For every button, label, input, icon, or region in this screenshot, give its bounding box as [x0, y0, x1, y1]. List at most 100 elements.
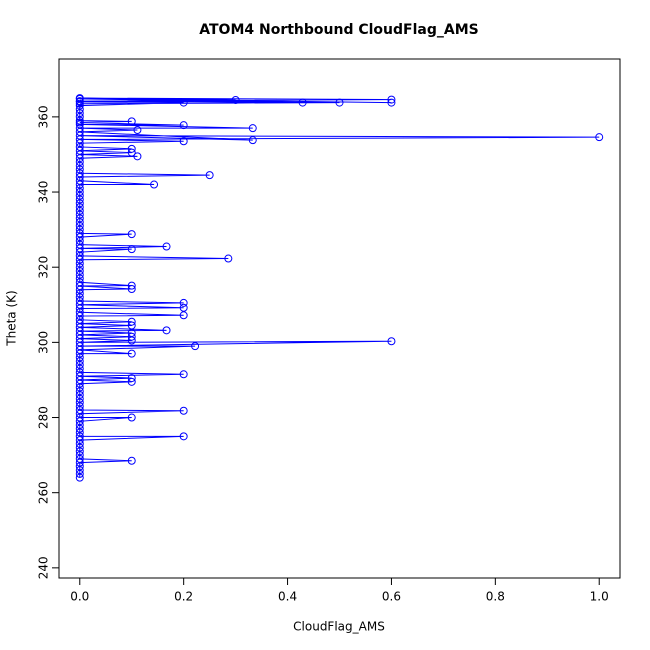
point	[75, 203, 84, 212]
point	[75, 466, 84, 475]
point	[127, 374, 136, 383]
point	[75, 244, 84, 253]
point	[75, 342, 84, 351]
point	[75, 229, 84, 238]
point	[127, 281, 136, 290]
point	[75, 214, 84, 223]
point	[133, 126, 142, 135]
point	[75, 364, 84, 373]
point	[179, 98, 188, 107]
point	[75, 285, 84, 294]
point	[75, 428, 84, 437]
point	[75, 97, 84, 106]
point	[75, 436, 84, 445]
point	[75, 372, 84, 381]
point	[127, 230, 136, 239]
point	[75, 338, 84, 347]
point	[75, 312, 84, 321]
point	[75, 255, 84, 264]
point	[127, 328, 136, 337]
point	[75, 390, 84, 399]
point	[595, 133, 604, 142]
point	[75, 184, 84, 193]
point	[75, 127, 84, 136]
point	[75, 218, 84, 227]
point	[75, 135, 84, 144]
point	[75, 270, 84, 279]
point	[75, 379, 84, 388]
point	[75, 150, 84, 159]
point	[75, 263, 84, 272]
point	[150, 180, 159, 189]
point	[75, 109, 84, 118]
point	[75, 99, 84, 108]
x-tick-label: 0.8	[486, 590, 505, 604]
point	[75, 176, 84, 185]
point	[75, 116, 84, 125]
chart-title: ATOM4 Northbound CloudFlag_AMS	[199, 22, 478, 38]
point	[335, 98, 344, 107]
point	[75, 473, 84, 482]
point	[127, 377, 136, 386]
point	[75, 281, 84, 290]
point	[75, 458, 84, 467]
point	[75, 398, 84, 407]
point	[75, 199, 84, 208]
point	[75, 349, 84, 358]
point	[75, 105, 84, 114]
point	[75, 112, 84, 121]
point	[75, 165, 84, 174]
point	[127, 317, 136, 326]
point	[75, 146, 84, 155]
point	[179, 303, 188, 312]
point	[75, 330, 84, 339]
y-tick-label: 260	[37, 481, 51, 504]
point	[162, 242, 171, 251]
point	[75, 293, 84, 302]
y-tick-label: 280	[37, 406, 51, 429]
point	[75, 334, 84, 343]
point	[75, 357, 84, 366]
point	[191, 342, 200, 351]
point	[75, 406, 84, 415]
point	[75, 248, 84, 257]
y-tick-label: 240	[37, 556, 51, 579]
point	[75, 323, 84, 332]
point	[75, 308, 84, 317]
point	[75, 417, 84, 426]
point	[75, 289, 84, 298]
point	[75, 195, 84, 204]
point	[179, 137, 188, 146]
point	[75, 432, 84, 441]
point	[75, 304, 84, 313]
point	[179, 311, 188, 320]
point	[75, 233, 84, 242]
point	[75, 236, 84, 245]
point	[224, 254, 233, 263]
point	[75, 240, 84, 249]
point	[127, 413, 136, 422]
point	[75, 421, 84, 430]
x-tick-label: 0.6	[382, 590, 401, 604]
point	[248, 136, 257, 145]
point	[127, 336, 136, 345]
point	[127, 456, 136, 465]
point	[387, 337, 396, 346]
point	[248, 124, 257, 133]
point	[75, 409, 84, 418]
point	[75, 454, 84, 463]
point	[75, 447, 84, 456]
point	[127, 148, 136, 157]
point	[127, 245, 136, 254]
x-axis-label: CloudFlag_AMS	[293, 620, 385, 634]
point	[127, 117, 136, 126]
y-tick-label: 360	[37, 105, 51, 128]
point	[75, 368, 84, 377]
point	[75, 225, 84, 234]
point	[75, 131, 84, 140]
point	[205, 171, 214, 180]
point	[127, 144, 136, 153]
point	[179, 432, 188, 441]
